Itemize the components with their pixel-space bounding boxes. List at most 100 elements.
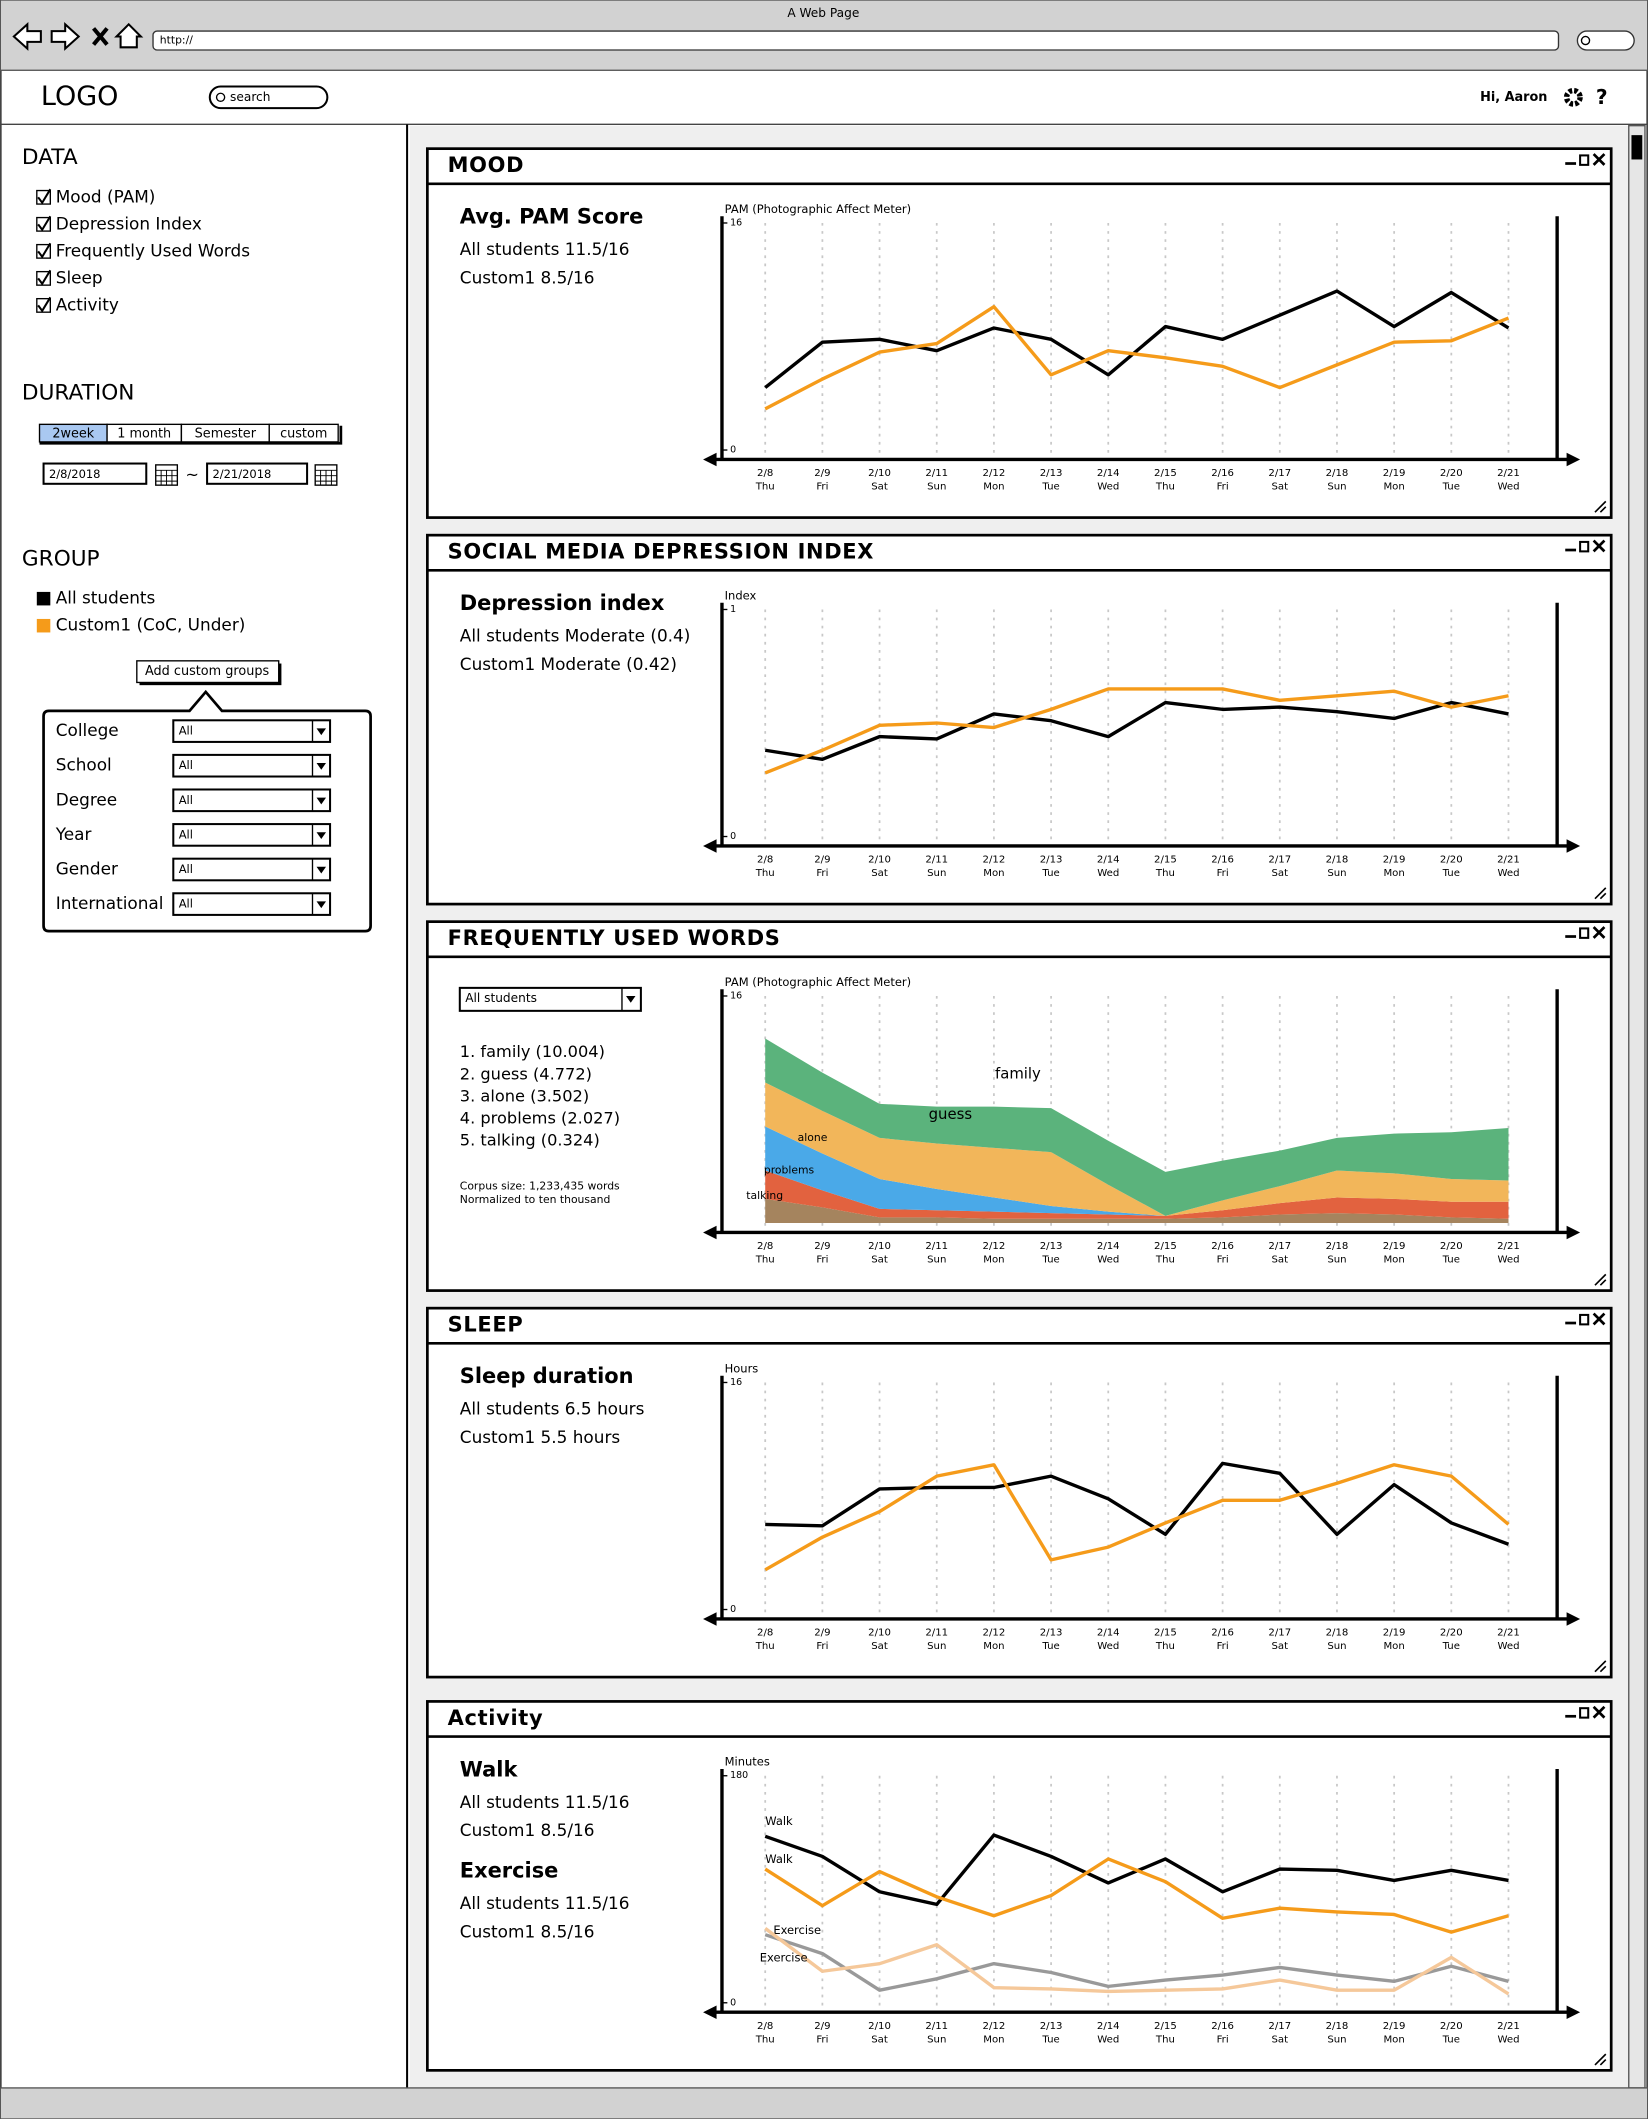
summary-line: All students 11.5/16 (460, 1792, 630, 1812)
axis-arrow (1566, 1612, 1581, 1626)
word-note: Corpus size: 1,233,435 words (460, 1180, 620, 1193)
y-tick-label: 0 (730, 831, 736, 842)
maximize-button[interactable] (1579, 927, 1590, 939)
x-tick-label: 2/13 (1040, 468, 1063, 479)
select-arrow (316, 797, 327, 805)
data-item: Activity (56, 294, 119, 314)
button-label: Add custom groups (145, 664, 269, 679)
close-button[interactable] (1592, 539, 1606, 553)
area-label: problems (764, 1163, 815, 1176)
browser-search[interactable] (1576, 30, 1635, 51)
check-mark (37, 242, 52, 259)
line-series (764, 1927, 1510, 1996)
x-tick-day: Wed (1097, 868, 1119, 879)
x-tick-day: Sat (871, 1641, 888, 1652)
summary-heading: Exercise (460, 1859, 559, 1883)
close-button[interactable] (1592, 1705, 1606, 1719)
data-item: Depression Index (56, 213, 202, 233)
x-tick-label: 2/17 (1268, 854, 1291, 865)
area-label: guess (929, 1105, 973, 1123)
resize-handle[interactable] (1594, 1273, 1607, 1286)
date-text: 2/8/2018 (49, 467, 101, 481)
maximize-button[interactable] (1579, 154, 1590, 166)
close-button[interactable] (1592, 1312, 1606, 1326)
y-axis-title: PAM (Photographic Affect Meter) (725, 202, 911, 216)
filter-label: Year (55, 824, 92, 844)
summary-line: All students 6.5 hours (460, 1399, 645, 1419)
search-box[interactable] (208, 85, 329, 110)
x-tick-label: 2/10 (868, 1627, 891, 1638)
x-tick-day: Thu (755, 868, 775, 879)
summary-heading: Avg. PAM Score (460, 205, 644, 229)
x-tick-day: Sat (1271, 2034, 1288, 2045)
x-tick-day: Tue (1041, 1641, 1059, 1652)
filter-value: All (179, 724, 193, 738)
maximize-button[interactable] (1579, 1707, 1590, 1719)
y-axis-title: Hours (725, 1361, 759, 1375)
filter-select[interactable] (172, 823, 332, 847)
x-tick-label: 2/20 (1440, 854, 1463, 865)
check-mark (37, 269, 52, 286)
calendar-icon[interactable] (155, 464, 179, 486)
maximize-button[interactable] (1579, 540, 1590, 553)
x-tick-label: 2/11 (925, 2021, 948, 2032)
date-input[interactable] (42, 462, 148, 485)
stop-button[interactable] (92, 27, 109, 46)
home-button[interactable] (114, 22, 144, 49)
filter-select[interactable] (172, 857, 332, 882)
forward-button[interactable] (50, 22, 81, 51)
group-select[interactable] (458, 986, 642, 1012)
x-tick-day: Thu (1155, 2034, 1175, 2045)
resize-handle[interactable] (1594, 1660, 1607, 1673)
scrollbar[interactable] (1628, 125, 1646, 2089)
x-tick-label: 2/19 (1383, 2021, 1406, 2032)
resize-handle[interactable] (1594, 887, 1607, 900)
back-button[interactable] (12, 22, 42, 51)
add-groups-button[interactable] (136, 660, 280, 684)
x-tick-day: Sun (927, 1641, 946, 1652)
x-tick-label: 2/9 (814, 2021, 830, 2032)
scroll-thumb[interactable] (1631, 135, 1643, 160)
panel-title: SOCIAL MEDIA DEPRESSION INDEX (448, 540, 874, 564)
x-tick-label: 2/20 (1440, 468, 1463, 479)
filter-select[interactable] (172, 788, 332, 813)
resize-handle[interactable] (1594, 500, 1607, 513)
x-tick-day: Thu (755, 482, 775, 493)
x-tick-day: Fri (816, 1641, 828, 1652)
x-tick-label: 2/8 (757, 468, 773, 479)
x-tick-label: 2/16 (1211, 1627, 1234, 1638)
x-tick-day: Fri (1217, 482, 1229, 493)
x-tick-day: Mon (1383, 1641, 1404, 1652)
x-tick-day: Tue (1041, 482, 1059, 493)
x-tick-day: Mon (1383, 868, 1404, 879)
filter-select[interactable] (172, 719, 332, 743)
logo: LOGO (41, 81, 119, 112)
filter-select[interactable] (172, 753, 332, 778)
panel-title: FREQUENTLY USED WORDS (448, 926, 781, 950)
help-icon: ? (1596, 85, 1608, 109)
maximize-button[interactable] (1579, 1313, 1590, 1326)
data-item: Mood (PAM) (56, 186, 156, 206)
x-tick-label: 2/11 (925, 1627, 948, 1638)
x-tick-day: Mon (983, 1641, 1004, 1652)
calendar-icon[interactable] (314, 464, 338, 486)
x-tick-label: 2/12 (983, 854, 1006, 865)
close-button[interactable] (1592, 153, 1606, 166)
x-tick-day: Sun (1327, 868, 1346, 879)
axis-arrow (703, 839, 717, 853)
close-button[interactable] (1592, 926, 1606, 939)
x-tick-day: Wed (1497, 868, 1519, 879)
url-bar[interactable] (152, 30, 1560, 51)
settings-icon[interactable] (1563, 87, 1583, 107)
filter-select[interactable] (172, 892, 332, 916)
duration-tab-label: Semester (195, 426, 257, 441)
x-tick-day: Thu (1155, 1641, 1175, 1652)
x-tick-label: 2/21 (1497, 854, 1520, 865)
x-tick-day: Sun (1327, 1255, 1346, 1266)
x-tick-label: 2/9 (814, 854, 830, 865)
resize-handle[interactable] (1594, 2053, 1607, 2066)
x-tick-label: 2/16 (1211, 1241, 1234, 1252)
series-label: Walk (765, 1852, 793, 1866)
date-input[interactable] (206, 462, 309, 485)
